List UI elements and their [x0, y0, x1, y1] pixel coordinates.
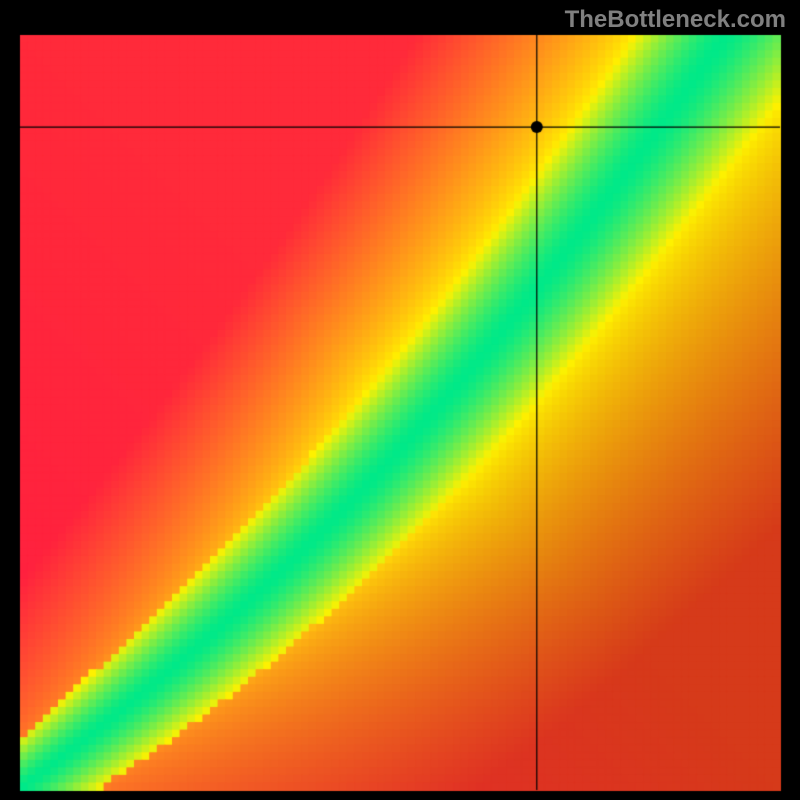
- watermark-text: TheBottleneck.com: [565, 6, 786, 34]
- heatmap-canvas: [0, 0, 800, 800]
